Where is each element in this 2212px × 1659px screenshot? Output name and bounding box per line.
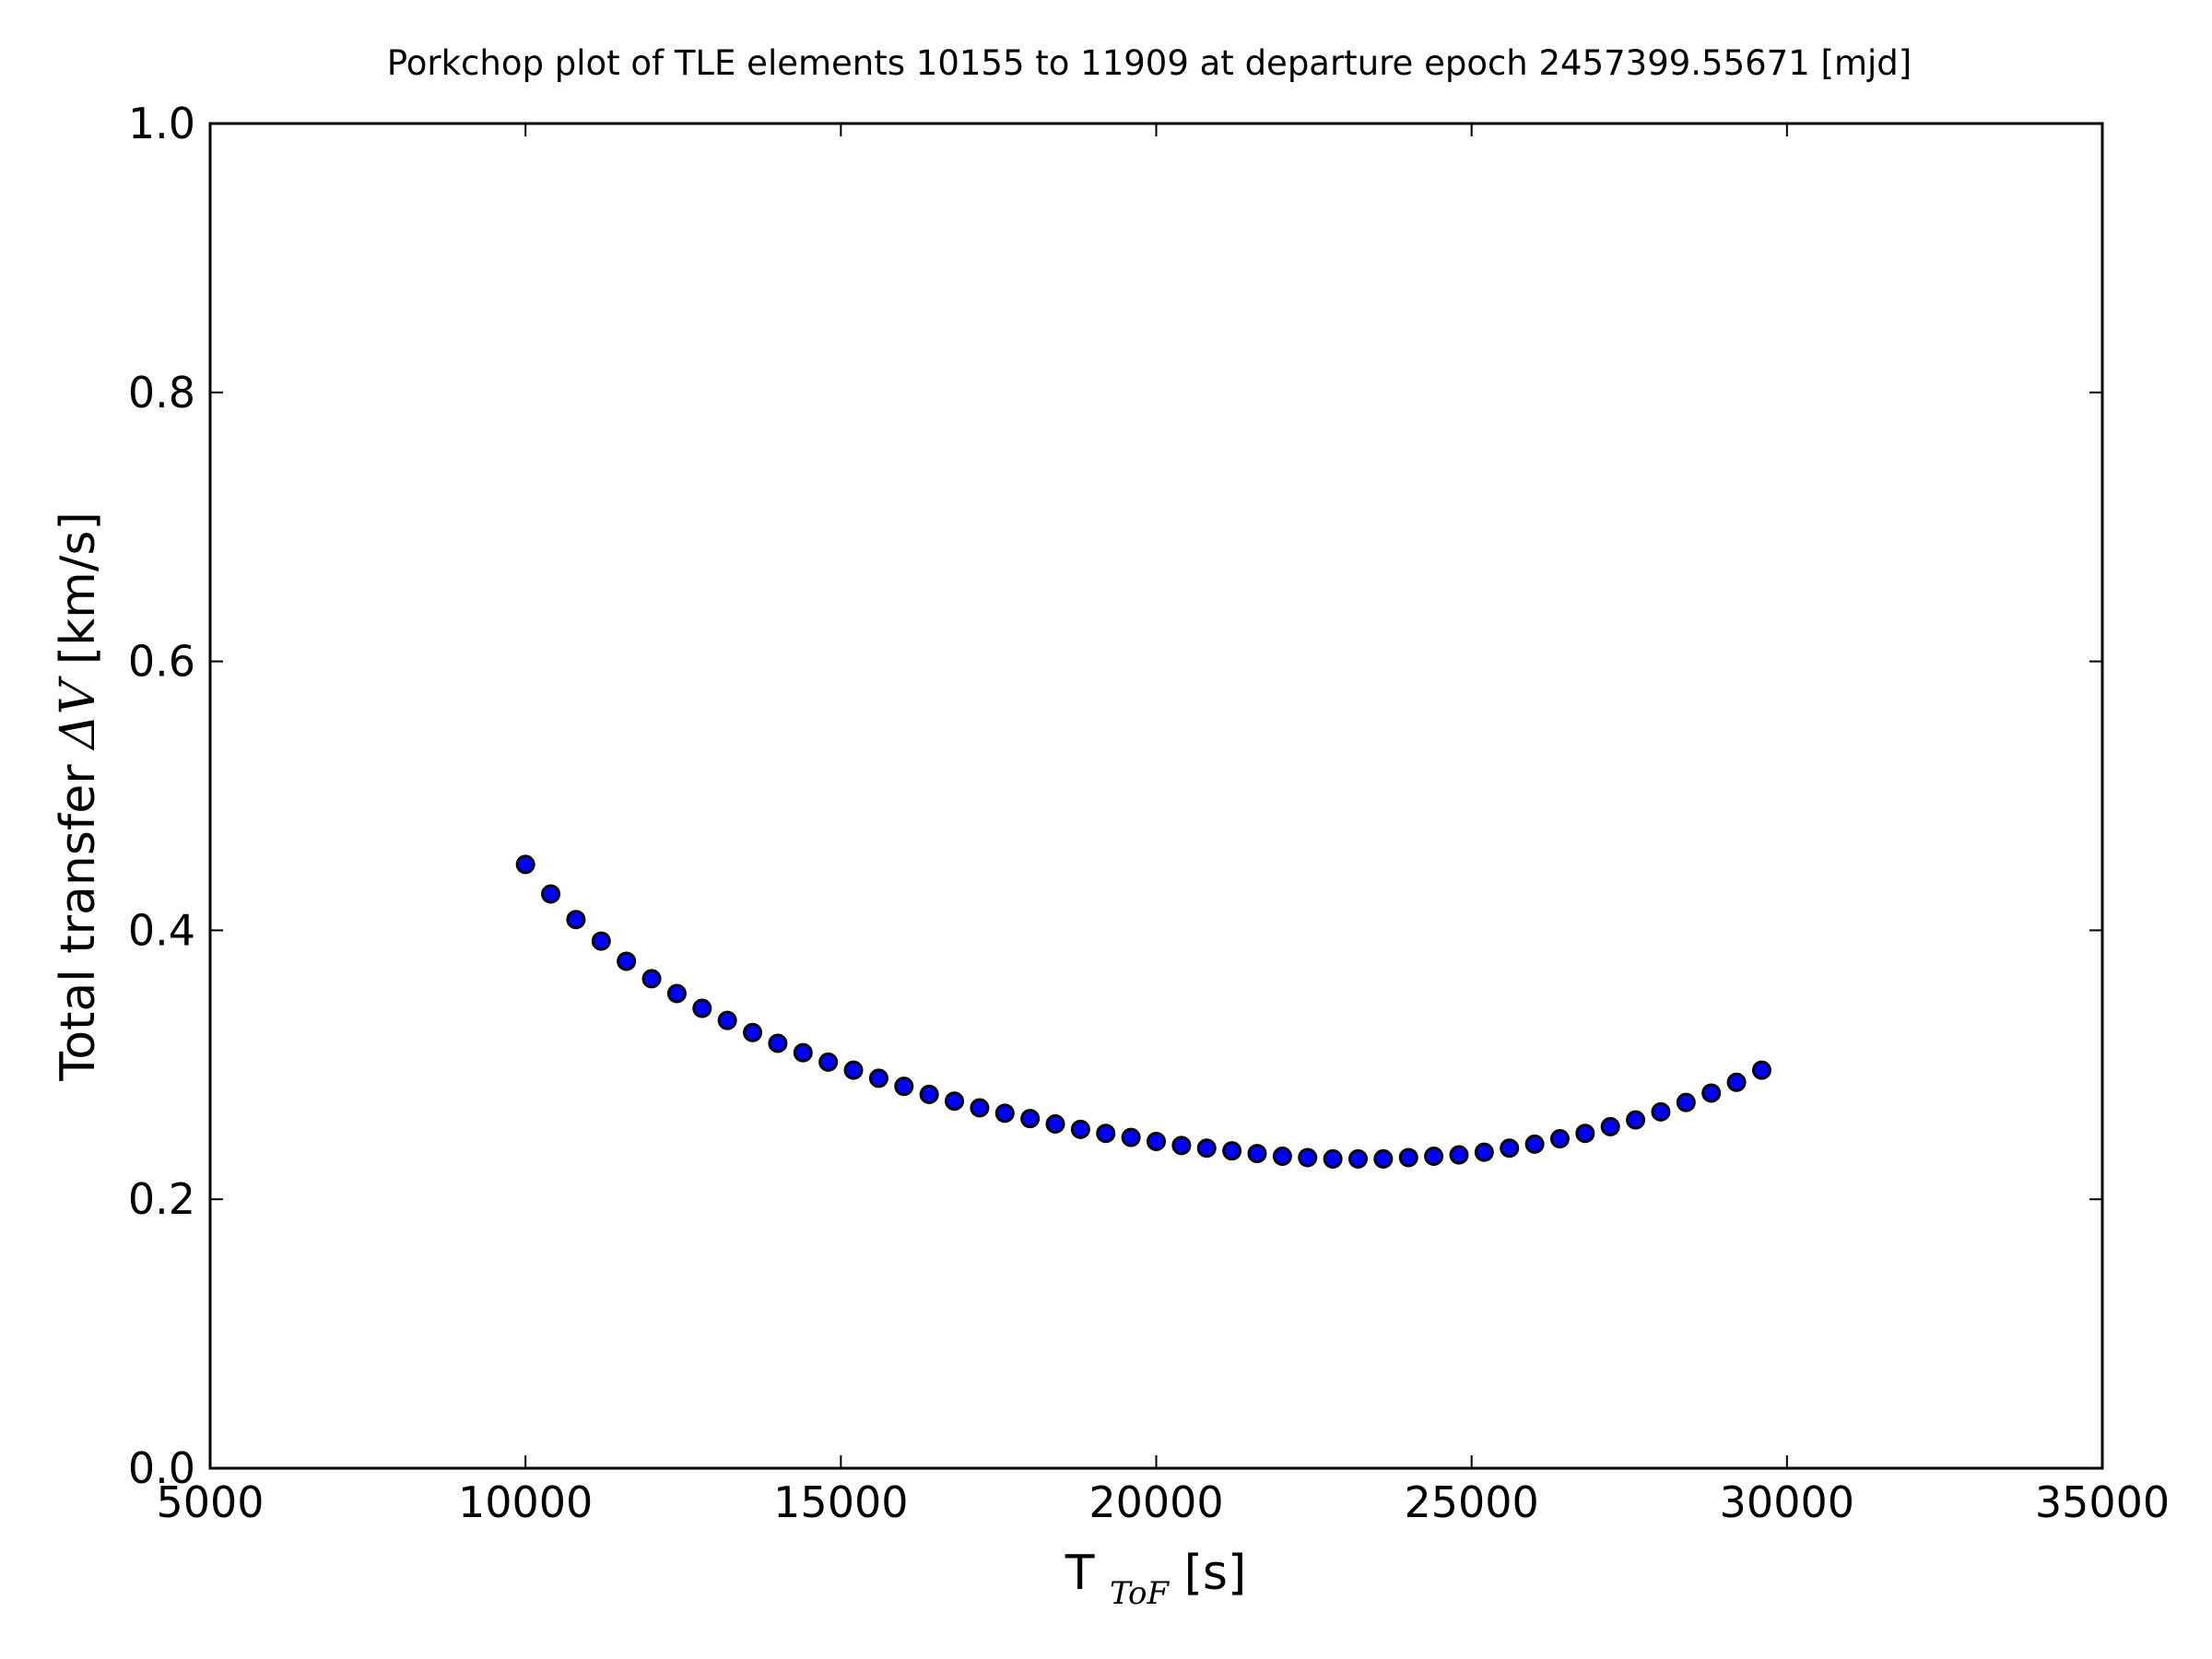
x-tick-label: 20000	[1088, 1477, 1223, 1527]
data-point	[1500, 1138, 1520, 1159]
data-point	[541, 884, 561, 904]
data-point	[1222, 1141, 1242, 1161]
y-tick-label: 0.8	[128, 368, 195, 418]
plot-area-frame	[208, 122, 2104, 1470]
data-point	[868, 1068, 888, 1088]
data-point	[818, 1052, 839, 1072]
y-tick-label: 0.2	[128, 1174, 195, 1224]
data-point	[768, 1033, 788, 1053]
data-point	[692, 998, 712, 1018]
y-axis-label: Total transfer ΔV [km/s]	[51, 512, 106, 1081]
x-tick-label: 5000	[156, 1477, 264, 1527]
chart-title: Porkchop plot of TLE elements 10155 to 1…	[387, 43, 1912, 83]
data-point	[894, 1077, 914, 1097]
data-point	[1449, 1145, 1469, 1165]
data-point	[666, 983, 687, 1004]
data-point	[1272, 1147, 1292, 1167]
y-tick-label: 0.6	[128, 637, 195, 687]
data-point	[1298, 1147, 1318, 1168]
data-point	[1626, 1110, 1646, 1130]
data-point	[1045, 1113, 1065, 1134]
data-point	[1600, 1116, 1620, 1136]
y-axis-label-symbol: ΔV	[51, 676, 106, 751]
data-point	[515, 854, 535, 875]
x-axis-label-subscript: ToF	[1110, 1575, 1171, 1612]
data-point	[1096, 1124, 1116, 1144]
tick-labels: 5000 10000 15000 20000 25000 30000 35000 0.0 0.2…	[128, 99, 2170, 1527]
data-point	[970, 1098, 990, 1118]
x-tick-label: 25000	[1404, 1477, 1538, 1527]
data-point	[1651, 1101, 1671, 1122]
x-axis-label-unit: [s]	[1184, 1546, 1247, 1601]
y-axis-label-prefix: Total transfer	[51, 749, 106, 1082]
data-point	[1474, 1142, 1494, 1162]
data-point	[566, 910, 586, 930]
data-point	[1247, 1144, 1267, 1164]
data-points	[515, 854, 1771, 1169]
data-point	[1549, 1129, 1570, 1149]
data-point	[1575, 1124, 1595, 1144]
data-point	[1524, 1134, 1545, 1154]
data-point	[1726, 1072, 1747, 1092]
y-tick-label: 0.4	[128, 905, 195, 955]
data-point	[591, 931, 611, 951]
data-point	[1070, 1119, 1090, 1139]
data-point	[743, 1022, 763, 1042]
data-point	[1147, 1131, 1166, 1151]
y-tick-label: 0.0	[128, 1443, 195, 1493]
data-point	[1424, 1147, 1444, 1167]
x-axis-label-main: T	[1065, 1546, 1095, 1601]
data-point	[1676, 1092, 1696, 1112]
data-point	[1701, 1083, 1722, 1103]
x-axis-label: T ToF [s]	[1065, 1546, 1247, 1616]
data-point	[945, 1091, 965, 1112]
y-tick-label: 1.0	[128, 99, 195, 148]
data-point	[717, 1010, 737, 1030]
data-point	[1323, 1148, 1343, 1169]
data-point	[1171, 1135, 1192, 1156]
data-point	[1196, 1138, 1217, 1159]
data-point	[1373, 1148, 1394, 1169]
x-tick-label: 35000	[2035, 1477, 2170, 1527]
data-point	[617, 951, 637, 971]
x-tick-label: 30000	[1720, 1477, 1854, 1527]
data-point	[919, 1084, 939, 1104]
data-point	[641, 969, 662, 989]
data-point	[843, 1060, 864, 1080]
y-axis-label-unit: [km/s]	[51, 512, 106, 665]
data-point	[793, 1042, 813, 1063]
data-point	[1020, 1109, 1041, 1129]
data-point	[1751, 1060, 1771, 1080]
data-point	[1121, 1127, 1141, 1147]
x-tick-label: 15000	[773, 1477, 908, 1527]
data-point	[1347, 1148, 1368, 1169]
data-point	[1398, 1147, 1418, 1168]
data-point	[994, 1103, 1015, 1124]
x-tick-label: 10000	[458, 1477, 593, 1527]
